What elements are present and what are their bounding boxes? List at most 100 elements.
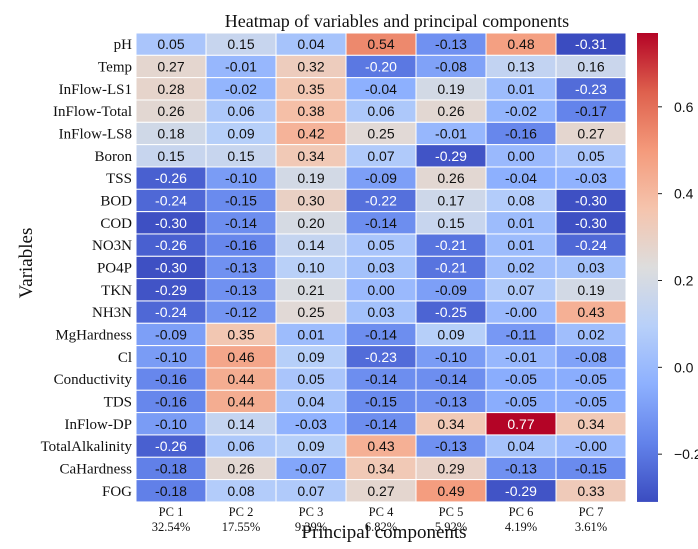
cell-label-r10-c1: -0.13 xyxy=(225,259,257,275)
cell-label-r1-c6: 0.16 xyxy=(577,58,604,74)
cell-label-r7-c4: 0.17 xyxy=(437,192,464,208)
row-label-20: FOG xyxy=(102,484,132,500)
cell-label-r7-c1: -0.15 xyxy=(225,192,257,208)
cell-label-r8-c3: -0.14 xyxy=(365,215,397,231)
cell-label-r15-c1: 0.44 xyxy=(227,371,254,387)
cell-label-r20-c3: 0.27 xyxy=(367,483,394,499)
cell-label-r12-c6: 0.43 xyxy=(577,304,604,320)
row-label-18: TotalAlkalinity xyxy=(41,439,133,455)
cell-label-r19-c6: -0.15 xyxy=(575,460,607,476)
cell-label-r19-c3: 0.34 xyxy=(367,460,394,476)
cell-label-r4-c4: -0.01 xyxy=(435,125,467,141)
cell-label-r9-c3: 0.05 xyxy=(367,237,394,253)
column-label-5: PC 6 xyxy=(509,505,534,519)
cell-label-r18-c1: 0.06 xyxy=(227,438,254,454)
row-label-2: InFlow-LS1 xyxy=(59,82,132,98)
cell-label-r10-c5: 0.02 xyxy=(507,259,534,275)
colorbar-gradient xyxy=(637,33,658,502)
cell-label-r20-c2: 0.07 xyxy=(297,483,324,499)
cell-label-r6-c6: -0.03 xyxy=(575,170,607,186)
cell-label-r14-c6: -0.08 xyxy=(575,349,607,365)
cell-label-r5-c1: 0.15 xyxy=(227,148,254,164)
cell-label-r0-c6: -0.31 xyxy=(575,36,607,52)
cell-label-r1-c1: -0.01 xyxy=(225,58,257,74)
cell-label-r12-c2: 0.25 xyxy=(297,304,324,320)
cell-label-r9-c4: -0.21 xyxy=(435,237,467,253)
cell-label-r6-c0: -0.26 xyxy=(155,170,187,186)
row-label-16: TDS xyxy=(104,394,132,410)
cell-label-r13-c0: -0.09 xyxy=(155,326,187,342)
cell-label-r15-c4: -0.14 xyxy=(435,371,467,387)
cell-label-r19-c0: -0.18 xyxy=(155,460,187,476)
colorbar-tick-label-2: 0.2 xyxy=(674,272,694,288)
cell-label-r13-c6: 0.02 xyxy=(577,326,604,342)
cell-label-r17-c4: 0.34 xyxy=(437,416,464,432)
cell-label-r11-c1: -0.13 xyxy=(225,282,257,298)
cell-label-r16-c0: -0.16 xyxy=(155,393,187,409)
cell-label-r4-c1: 0.09 xyxy=(227,125,254,141)
cell-label-r18-c6: -0.00 xyxy=(575,438,607,454)
cell-label-r5-c2: 0.34 xyxy=(297,148,324,164)
cell-label-r6-c1: -0.10 xyxy=(225,170,257,186)
column-variance-5: 4.19% xyxy=(505,520,537,534)
cell-label-r16-c3: -0.15 xyxy=(365,393,397,409)
cell-r20-c6 xyxy=(555,479,627,503)
cell-label-r6-c3: -0.09 xyxy=(365,170,397,186)
cell-label-r2-c0: 0.28 xyxy=(157,81,184,97)
cell-label-r20-c6: 0.33 xyxy=(577,483,604,499)
cell-label-r2-c1: -0.02 xyxy=(225,81,257,97)
row-label-12: NH3N xyxy=(92,305,132,321)
cell-label-r17-c5: 0.77 xyxy=(507,416,534,432)
cell-label-r16-c4: -0.13 xyxy=(435,393,467,409)
cell-label-r6-c4: 0.26 xyxy=(437,170,464,186)
row-label-15: Conductivity xyxy=(54,372,133,388)
cell-label-r8-c5: 0.01 xyxy=(507,215,534,231)
cell-label-r1-c4: -0.08 xyxy=(435,58,467,74)
colorbar-tick-label-0: −0.2 xyxy=(674,446,698,462)
cell-label-r15-c2: 0.05 xyxy=(297,371,324,387)
cell-label-r16-c6: -0.05 xyxy=(575,393,607,409)
row-label-17: InFlow-DP xyxy=(64,417,132,433)
cell-label-r18-c4: -0.13 xyxy=(435,438,467,454)
cell-label-r16-c2: 0.04 xyxy=(297,393,324,409)
cell-label-r0-c3: 0.54 xyxy=(367,36,394,52)
cell-label-r5-c4: -0.29 xyxy=(435,148,467,164)
cell-label-r11-c5: 0.07 xyxy=(507,282,534,298)
cell-label-r10-c2: 0.10 xyxy=(297,259,324,275)
cell-label-r10-c6: 0.03 xyxy=(577,259,604,275)
cell-label-r0-c2: 0.04 xyxy=(297,36,324,52)
cell-label-r14-c1: 0.46 xyxy=(227,349,254,365)
cell-label-r10-c0: -0.30 xyxy=(155,259,187,275)
cell-label-r8-c4: 0.15 xyxy=(437,215,464,231)
x-axis-label: Principal components xyxy=(301,522,466,543)
cell-label-r17-c1: 0.14 xyxy=(227,416,254,432)
cell-label-r6-c5: -0.04 xyxy=(505,170,537,186)
cell-label-r18-c5: 0.04 xyxy=(507,438,534,454)
cell-label-r2-c2: 0.35 xyxy=(297,81,324,97)
column-variance-0: 32.54% xyxy=(152,520,191,534)
row-label-19: CaHardness xyxy=(60,461,133,477)
row-label-13: MgHardness xyxy=(55,327,132,343)
colorbar-tick-label-4: 0.6 xyxy=(674,99,694,115)
cell-label-r7-c0: -0.24 xyxy=(155,192,187,208)
cell-label-r4-c2: 0.42 xyxy=(297,125,324,141)
cell-label-r15-c3: -0.14 xyxy=(365,371,397,387)
cell-label-r0-c4: -0.13 xyxy=(435,36,467,52)
column-label-6: PC 7 xyxy=(579,505,604,519)
cell-label-r0-c1: 0.15 xyxy=(227,36,254,52)
cell-label-r4-c6: 0.27 xyxy=(577,125,604,141)
cell-label-r17-c2: -0.03 xyxy=(295,416,327,432)
cell-label-r3-c0: 0.26 xyxy=(157,103,184,119)
cell-label-r7-c3: -0.22 xyxy=(365,192,397,208)
cell-label-r2-c4: 0.19 xyxy=(437,81,464,97)
row-labels: pH Temp InFlow-LS1 InFlow-Total InFlow-LS8 Bo… xyxy=(41,37,133,500)
cell-label-r14-c2: 0.09 xyxy=(297,349,324,365)
cell-label-r19-c4: 0.29 xyxy=(437,460,464,476)
column-label-3: PC 4 xyxy=(369,505,394,519)
cell-label-r14-c4: -0.10 xyxy=(435,349,467,365)
y-axis-label: Variables xyxy=(16,228,37,299)
cell-label-r8-c0: -0.30 xyxy=(155,215,187,231)
cell-label-r18-c3: 0.43 xyxy=(367,438,394,454)
cell-label-r15-c0: -0.16 xyxy=(155,371,187,387)
cell-label-r4-c0: 0.18 xyxy=(157,125,184,141)
